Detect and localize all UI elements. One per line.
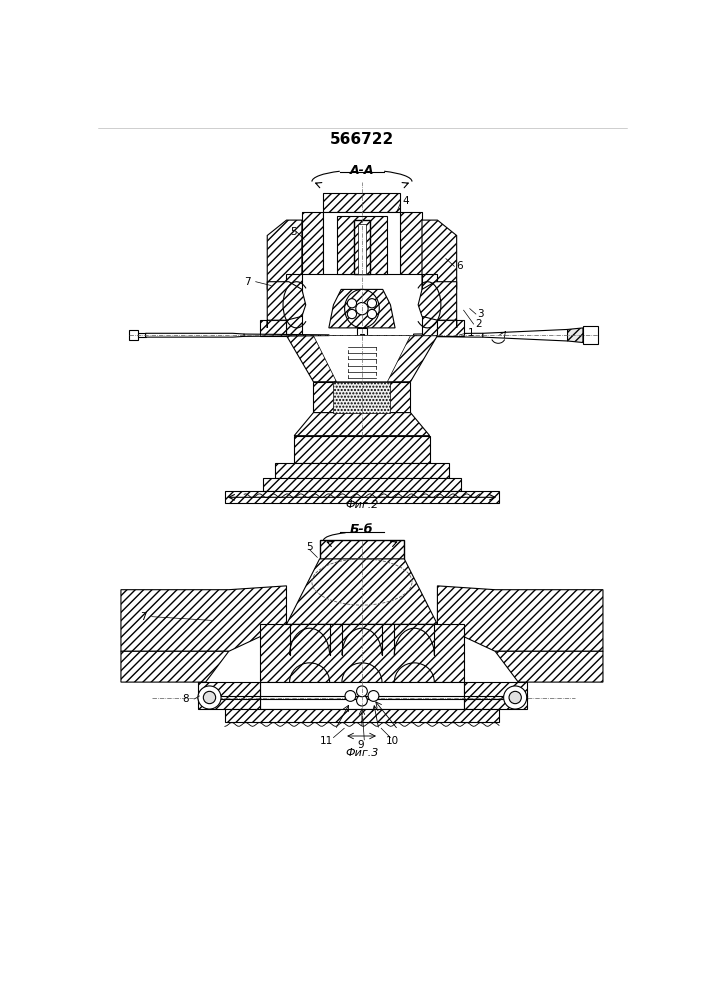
Text: 2: 2 (475, 319, 481, 329)
Text: 5: 5 (291, 227, 297, 237)
Polygon shape (198, 682, 259, 709)
Polygon shape (360, 334, 364, 337)
Circle shape (368, 691, 379, 701)
Circle shape (347, 309, 356, 319)
Polygon shape (464, 682, 527, 709)
Polygon shape (400, 212, 422, 274)
Polygon shape (286, 559, 438, 624)
Polygon shape (225, 709, 499, 722)
Polygon shape (313, 382, 411, 413)
Polygon shape (337, 216, 387, 274)
Polygon shape (121, 651, 229, 682)
Text: А-А: А-А (350, 164, 374, 177)
Polygon shape (313, 336, 411, 382)
Polygon shape (438, 586, 603, 651)
Polygon shape (264, 478, 460, 491)
Polygon shape (146, 333, 244, 337)
Circle shape (368, 299, 377, 308)
Polygon shape (342, 682, 382, 698)
Polygon shape (129, 330, 138, 340)
Polygon shape (138, 333, 146, 337)
Text: 566722: 566722 (330, 132, 394, 147)
Polygon shape (422, 274, 438, 336)
Polygon shape (267, 220, 302, 289)
Polygon shape (495, 651, 603, 682)
Text: Фиг.2: Фиг.2 (345, 500, 379, 510)
Text: 4: 4 (402, 196, 409, 206)
Text: 5: 5 (305, 542, 312, 552)
Polygon shape (324, 193, 400, 212)
Polygon shape (121, 586, 286, 651)
Polygon shape (418, 282, 457, 328)
Polygon shape (286, 336, 438, 382)
Polygon shape (438, 320, 464, 336)
Circle shape (204, 691, 216, 704)
Polygon shape (329, 289, 395, 328)
Text: 7: 7 (244, 277, 251, 287)
Polygon shape (357, 328, 366, 336)
Polygon shape (354, 220, 370, 274)
Polygon shape (259, 682, 464, 709)
Polygon shape (395, 682, 434, 698)
Polygon shape (320, 540, 404, 559)
Polygon shape (286, 274, 302, 336)
Polygon shape (259, 624, 464, 682)
Circle shape (356, 695, 368, 706)
Polygon shape (358, 224, 366, 274)
Circle shape (368, 309, 377, 319)
Polygon shape (422, 220, 457, 289)
Text: 10: 10 (386, 736, 399, 746)
Polygon shape (568, 328, 583, 343)
Polygon shape (225, 491, 499, 503)
Polygon shape (294, 436, 430, 463)
Polygon shape (259, 320, 286, 336)
Circle shape (345, 691, 356, 701)
Polygon shape (483, 329, 568, 341)
Polygon shape (275, 463, 449, 478)
Polygon shape (302, 212, 324, 274)
Circle shape (356, 686, 368, 697)
Polygon shape (334, 382, 390, 413)
Circle shape (198, 686, 221, 709)
Circle shape (356, 302, 368, 315)
Text: 6: 6 (456, 261, 462, 271)
Polygon shape (290, 682, 329, 698)
Text: 3: 3 (477, 309, 484, 319)
Text: Б-б: Б-б (350, 523, 374, 536)
Polygon shape (294, 413, 430, 436)
Text: 8: 8 (182, 694, 189, 704)
Polygon shape (414, 333, 483, 337)
Polygon shape (583, 326, 598, 344)
Polygon shape (324, 212, 400, 274)
Text: 9: 9 (358, 740, 365, 750)
Text: 7: 7 (140, 612, 147, 622)
Polygon shape (267, 282, 305, 328)
Text: 1: 1 (467, 328, 474, 338)
Circle shape (347, 299, 356, 308)
Text: Фиг.3: Фиг.3 (345, 748, 379, 758)
Circle shape (509, 691, 521, 704)
Text: 11: 11 (320, 736, 333, 746)
Circle shape (503, 686, 527, 709)
